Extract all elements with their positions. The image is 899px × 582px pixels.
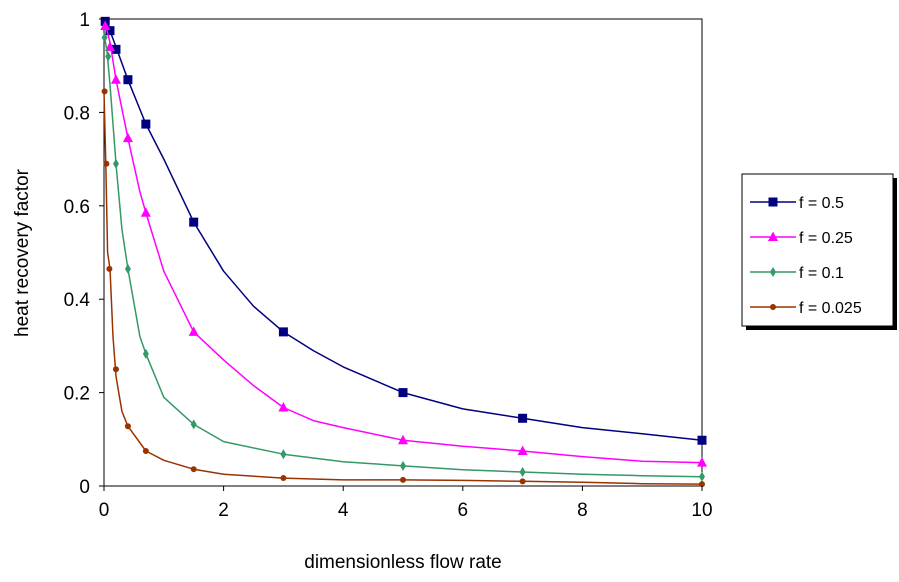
legend: f = 0.5 f = 0.25 f = 0.1 f = 0.025 — [741, 173, 897, 330]
series-3 — [101, 88, 705, 488]
x-tick-label: 4 — [338, 500, 349, 521]
x-tick-label: 6 — [458, 500, 469, 521]
y-axis-title: heat recovery factor — [12, 168, 33, 337]
x-tick-label: 0 — [99, 500, 110, 521]
legend-entry: f = 0.25 — [750, 230, 853, 247]
plot-area — [103, 18, 703, 487]
series-0 — [100, 16, 707, 445]
legend-marker — [770, 304, 776, 310]
data-point — [398, 388, 408, 398]
legend-entry: f = 0.1 — [750, 265, 844, 282]
data-point — [400, 476, 406, 483]
legend-entry: f = 0.025 — [750, 300, 862, 317]
data-point — [699, 471, 705, 482]
legend-label: f = 0.5 — [799, 195, 844, 212]
data-point — [142, 348, 149, 359]
data-point — [123, 75, 133, 85]
data-point — [519, 478, 526, 485]
series-line — [103, 23, 703, 464]
data-point — [280, 449, 287, 460]
data-point — [141, 119, 151, 129]
data-point — [398, 434, 408, 445]
y-tick-label: 0.4 — [64, 290, 91, 311]
x-tick-label: 10 — [691, 500, 712, 521]
series-line — [103, 91, 703, 485]
data-point — [124, 423, 131, 430]
data-point — [124, 263, 131, 274]
y-tick-label: 0.8 — [64, 103, 90, 124]
series-2 — [101, 32, 705, 482]
legend-entry: f = 0.5 — [750, 195, 844, 212]
data-point — [140, 207, 151, 217]
data-point — [517, 445, 528, 455]
legend-label: f = 0.025 — [799, 300, 862, 317]
data-point — [280, 475, 287, 482]
data-point — [110, 74, 121, 84]
data-point — [190, 419, 197, 430]
plot-frame — [103, 18, 703, 487]
x-tick-label: 8 — [577, 500, 588, 521]
data-point — [400, 460, 406, 471]
data-point — [278, 402, 289, 412]
y-tick-label: 0 — [79, 477, 90, 498]
legend-label: f = 0.1 — [799, 265, 844, 282]
series-layer — [100, 16, 707, 488]
data-point — [697, 435, 707, 445]
data-point — [103, 160, 110, 167]
legend-marker — [768, 231, 778, 241]
data-point — [101, 32, 108, 43]
series-line — [103, 32, 703, 478]
data-point — [105, 26, 115, 36]
series-line — [103, 18, 703, 441]
legend-marker — [770, 267, 776, 277]
data-point — [112, 366, 119, 373]
y-tick-label: 0.6 — [64, 197, 90, 218]
data-point — [112, 158, 119, 169]
data-point — [105, 51, 112, 62]
data-point — [518, 413, 528, 423]
data-point — [189, 217, 199, 227]
legend-label: f = 0.25 — [799, 230, 853, 247]
data-point — [697, 457, 707, 467]
data-point — [188, 326, 199, 336]
x-axis-title: dimensionless flow rate — [304, 552, 501, 573]
data-point — [101, 88, 108, 95]
legend-box — [741, 173, 894, 327]
data-point — [190, 466, 197, 473]
data-point — [699, 481, 705, 488]
y-tick-label: 0.2 — [64, 384, 90, 405]
y-tick-label: 1 — [79, 10, 90, 31]
x-tick-label: 2 — [218, 500, 229, 521]
data-point — [104, 41, 115, 52]
data-point — [122, 132, 133, 143]
data-point — [519, 466, 526, 477]
data-point — [106, 265, 113, 272]
data-point — [142, 447, 149, 454]
data-point — [111, 44, 121, 54]
tick-labels: 0 2 4 6 8 10 0 0.2 0.4 0.6 0.8 1 — [64, 10, 713, 521]
series-1 — [100, 20, 707, 467]
legend-marker — [768, 197, 778, 207]
data-point — [278, 327, 288, 337]
data-point — [100, 20, 111, 31]
